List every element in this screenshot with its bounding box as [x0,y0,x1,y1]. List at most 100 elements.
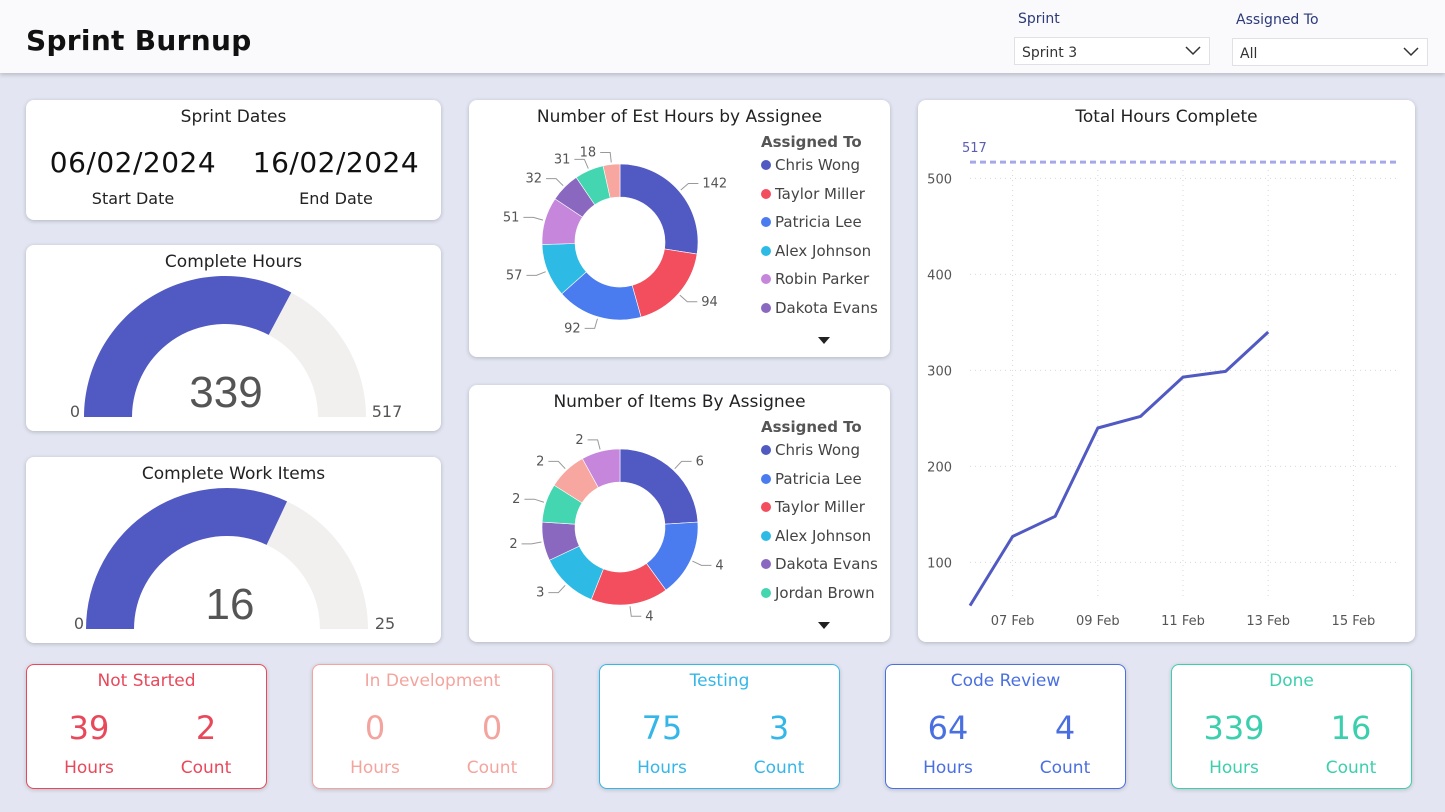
header-bar: Sprint Burnup Sprint Sprint 3 Assigned T… [0,0,1445,73]
complete-items-gauge: 16 0 25 [74,487,395,633]
legend-marker-icon [761,217,771,228]
count-label: Count [466,758,518,778]
hours-value: 39 [68,709,110,747]
data-label: 92 [564,321,581,336]
y-tick-label: 300 [927,364,952,379]
x-tick-label: 13 Feb [1246,614,1290,629]
gauge-value: 339 [189,368,262,417]
leader-line [674,460,692,470]
gauge-min: 0 [70,402,80,421]
legend-item[interactable]: Jordan Brown [761,584,875,602]
count-label: Count [180,758,232,778]
status-title: Testing [689,671,750,691]
status-title: In Development [364,671,501,691]
legend-marker-icon [761,445,771,455]
legend-item[interactable]: Patricia Lee [761,213,862,231]
legend-item[interactable]: Dakota Evans [761,555,878,573]
start-date-value: 06/02/2024 [49,146,217,179]
status-card: Not Started 39 2 Hours Count [26,664,267,789]
hours-value: 75 [641,709,683,747]
legend-marker-icon [761,530,771,541]
count-value: 16 [1330,709,1372,747]
leader-line [600,152,612,163]
donut-slice[interactable] [582,448,621,488]
sprint-dropdown[interactable]: Sprint 3 [1014,37,1210,65]
leader-line [524,498,545,503]
y-tick-label: 500 [927,172,952,187]
leader-line [574,158,589,169]
legend-item[interactable]: Chris Wong [761,156,860,174]
legend-scroll-down-icon[interactable] [817,621,831,631]
hours-value: 0 [364,709,386,747]
data-label: 4 [715,558,723,573]
est-hours-donut: 142 94 92 57 51 32 31 18 [503,146,727,337]
items-card: Number of Items By Assignee 6 4 4 3 2 2 2 2 Ass… [469,385,890,642]
data-label: 2 [575,433,583,448]
end-date-label: End Date [299,189,373,208]
status-title: Not Started [97,671,196,691]
hours-label: Hours [637,758,687,778]
hours-value: 339 [1203,709,1265,747]
leader-line [548,584,566,594]
total-hours-card: Total Hours Complete 100 200 300 400 500 07 F… [918,100,1415,642]
complete-hours-card: Complete Hours 339 0 517 [26,245,441,431]
count-value: 2 [195,709,217,747]
legend-marker-icon [761,559,771,570]
legend-marker-icon [761,245,771,256]
legend-scroll-down-icon[interactable] [817,336,831,346]
est-hours-card: Number of Est Hours by Assignee 142 94 92 5… [469,100,890,357]
legend-marker-icon [761,473,771,484]
assigned-slicer-label: Assigned To [1236,12,1319,28]
legend-label: Dakota Evans [775,299,878,317]
legend-item[interactable]: Taylor Miller [761,185,865,203]
donut-slice[interactable] [631,248,698,318]
legend-label: Taylor Miller [775,184,865,203]
legend-item[interactable]: Alex Johnson [761,527,871,545]
reference-label: 517 [962,141,987,156]
donut-slice[interactable] [602,163,621,199]
gauge-fill [84,276,292,417]
data-label: 6 [696,454,704,469]
sprint-dropdown-value: Sprint 3 [1022,45,1078,61]
gauge-fill [86,487,288,629]
series-line[interactable] [968,330,1270,607]
data-label: 2 [536,454,544,469]
data-label: 2 [509,537,517,552]
data-label: 2 [512,492,520,507]
legend-title: Assigned To [761,418,862,436]
legend-label: Patricia Lee [775,213,862,232]
legend-label: Patricia Lee [775,469,862,488]
assigned-dropdown[interactable]: All [1232,38,1428,66]
gauge-value: 16 [206,580,255,629]
hours-value: 64 [927,709,969,747]
sprint-slicer-label: Sprint [1018,11,1060,27]
page-title: Sprint Burnup [26,24,252,57]
legend-item[interactable]: Taylor Miller [761,498,865,516]
data-label: 31 [554,152,571,167]
legend-item[interactable]: Dakota Evans [761,299,878,317]
donut-slice[interactable] [619,163,699,255]
total-hours-title: Total Hours Complete [1075,107,1258,127]
legend-item[interactable]: Robin Parker [761,270,869,288]
legend-marker-icon [761,160,771,170]
legend-item[interactable]: Patricia Lee [761,470,862,488]
data-label: 94 [701,295,718,310]
status-title: Done [1269,671,1314,691]
count-value: 0 [481,709,503,747]
leader-line [679,294,698,303]
leader-line [692,560,712,566]
count-value: 3 [768,709,790,747]
gauge-max: 517 [372,402,403,421]
legend-item[interactable]: Alex Johnson [761,242,871,260]
status-card: Done 339 16 Hours Count [1171,664,1412,789]
assigned-dropdown-value: All [1240,46,1258,62]
sprint-dates-card: Sprint Dates 06/02/2024 Start Date 16/02… [26,100,441,220]
legend-marker-icon [761,188,771,199]
leader-line [521,541,542,545]
items-title: Number of Items By Assignee [553,392,806,412]
leader-line [629,606,642,617]
leader-line [523,216,544,221]
leader-line [546,178,564,187]
legend-item[interactable]: Chris Wong [761,441,860,459]
donut-slice[interactable] [619,448,699,525]
